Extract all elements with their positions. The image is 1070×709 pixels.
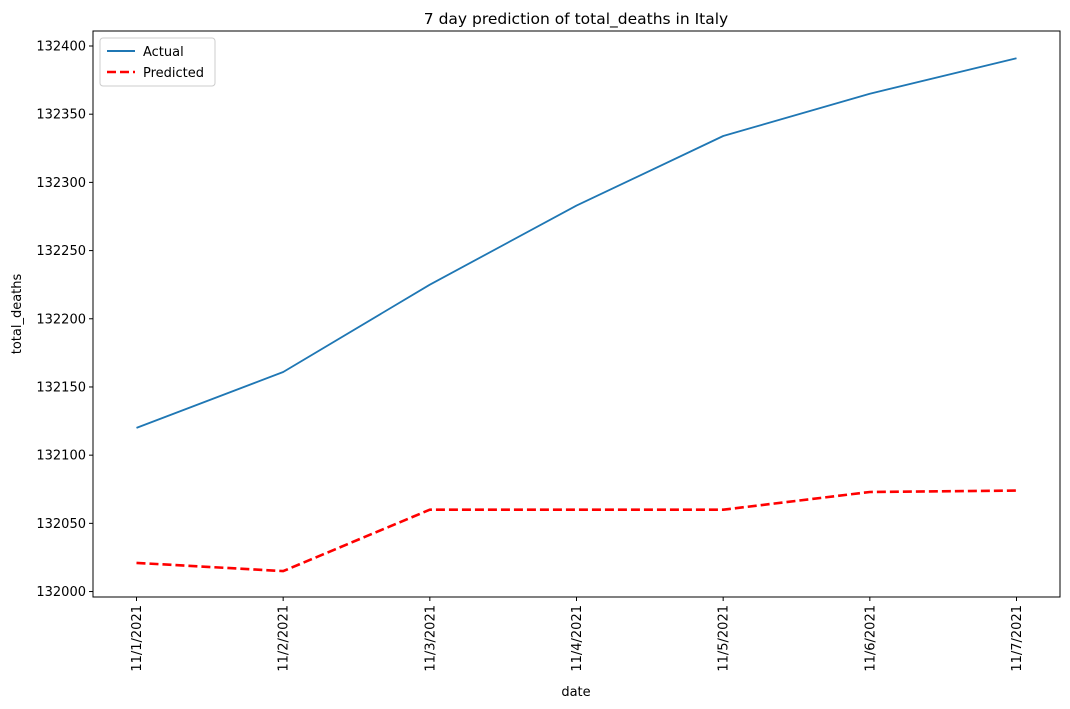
x-tick-label: 11/7/2021 xyxy=(1010,605,1025,672)
x-tick-label: 11/3/2021 xyxy=(423,605,438,672)
x-tick-label: 11/1/2021 xyxy=(130,605,145,672)
x-axis-label: date xyxy=(561,685,590,700)
series-group xyxy=(136,57,1017,573)
y-tick-label: 132250 xyxy=(36,244,86,259)
x-tick-label: 11/5/2021 xyxy=(717,605,732,672)
y-tick-label: 132350 xyxy=(36,108,86,123)
y-tick-label: 132300 xyxy=(36,176,86,191)
y-axis: 132000 132050 132100 132150 132200 132250 1323… xyxy=(36,40,93,600)
y-tick-label: 132100 xyxy=(36,449,86,464)
series-line-predicted xyxy=(136,489,1017,573)
plot-frame xyxy=(92,30,1061,598)
x-tick-label: 11/2/2021 xyxy=(277,605,292,672)
x-axis: 11/1/2021 11/2/2021 11/3/2021 11/4/2021 11/5… xyxy=(130,597,1025,672)
y-tick-label: 132200 xyxy=(36,312,86,327)
y-tick-label: 132000 xyxy=(36,585,86,600)
y-tick-label: 132400 xyxy=(36,40,86,55)
legend-label-predicted: Predicted xyxy=(143,66,204,81)
plot-area: 132000 132050 132100 132150 132200 132250 1323… xyxy=(36,30,1061,672)
legend: Actual Predicted xyxy=(99,37,216,87)
y-tick-label: 132150 xyxy=(36,380,86,395)
chart-title: 7 day prediction of total_deaths in Ital… xyxy=(424,10,728,29)
legend-label-actual: Actual xyxy=(143,45,184,60)
series-line-actual xyxy=(136,57,1017,429)
x-tick-label: 11/6/2021 xyxy=(863,605,878,672)
x-tick-label: 11/4/2021 xyxy=(570,605,585,672)
y-tick-label: 132050 xyxy=(36,517,86,532)
y-axis-label: total_deaths xyxy=(10,274,25,355)
